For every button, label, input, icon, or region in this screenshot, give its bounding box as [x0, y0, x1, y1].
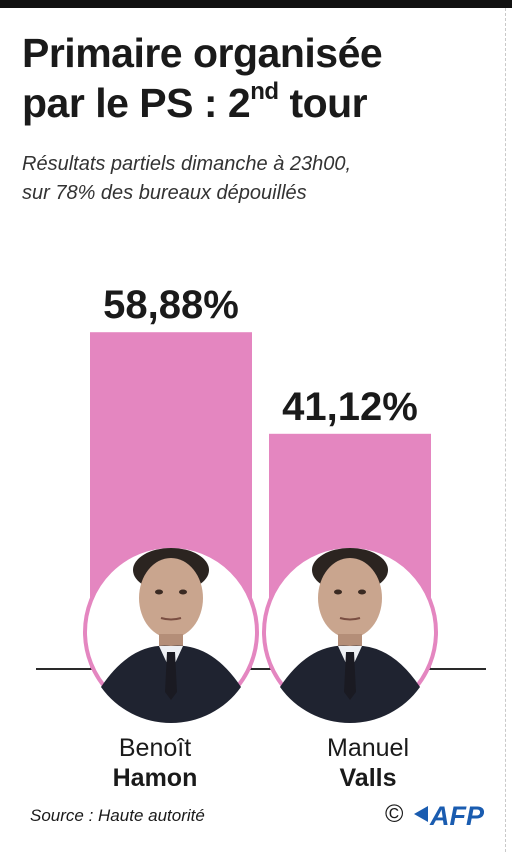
chart-subtitle: Résultats partiels dimanche à 23h00, sur…	[22, 150, 492, 208]
first-name-hamon: Benoît	[118, 734, 192, 762]
last-name-hamon: Hamon	[112, 764, 198, 792]
portrait-valls-icon	[262, 544, 438, 724]
last-name-valls: Valls	[339, 764, 397, 792]
portrait-hamon-icon	[83, 544, 259, 724]
edge-divider	[505, 8, 506, 852]
title-line-1: Primaire organisée	[22, 30, 383, 76]
value-label-valls: 41,12%	[282, 385, 418, 429]
title-line-2: par le PS : 2	[22, 80, 251, 126]
title-superscript: nd	[250, 78, 279, 105]
value-label-hamon: 58,88%	[103, 283, 239, 327]
chart-title: Primaire organisée par le PS : 2nd tour	[22, 28, 383, 128]
subtitle-line-1: Résultats partiels dimanche à 23h00,	[22, 153, 352, 175]
afp-logo-text: AFP	[429, 801, 485, 831]
title-line-2-end: tour	[278, 80, 368, 126]
first-name-valls: Manuel	[327, 734, 409, 762]
top-bar	[0, 0, 512, 8]
candidate-name-valls: Manuel Valls	[278, 733, 458, 793]
source-note: Source : Haute autorité	[30, 806, 205, 825]
copyright-symbol: ©	[385, 800, 404, 828]
subtitle-line-2: sur 78% des bureaux dépouillés	[22, 182, 307, 204]
afp-logo-icon: AFP	[414, 801, 485, 831]
candidate-name-hamon: Benoît Hamon	[65, 733, 245, 793]
